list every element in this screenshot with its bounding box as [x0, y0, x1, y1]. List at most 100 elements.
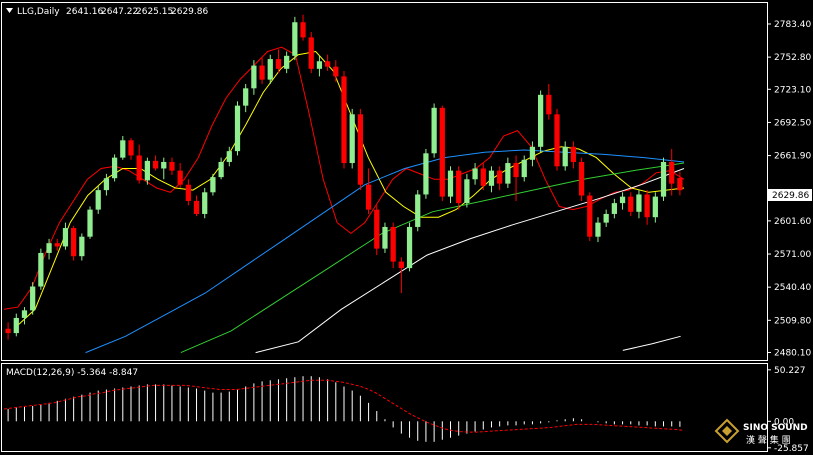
- candle-body: [439, 107, 445, 197]
- candle[interactable]: [570, 141, 577, 169]
- candle[interactable]: [447, 166, 454, 204]
- candle[interactable]: [349, 108, 355, 169]
- candle[interactable]: [439, 105, 445, 201]
- candle[interactable]: [628, 192, 634, 217]
- macd-tick-label: -25.857: [774, 444, 809, 454]
- candle[interactable]: [202, 187, 208, 219]
- candle[interactable]: [13, 313, 19, 337]
- candle-body: [562, 146, 568, 167]
- candle[interactable]: [161, 157, 167, 180]
- candle[interactable]: [497, 166, 503, 191]
- candle[interactable]: [218, 157, 224, 180]
- candle[interactable]: [333, 60, 339, 82]
- candle[interactable]: [611, 198, 617, 219]
- candle[interactable]: [488, 166, 495, 193]
- candle[interactable]: [456, 166, 462, 210]
- candle[interactable]: [505, 157, 511, 188]
- candle[interactable]: [382, 222, 388, 253]
- candle[interactable]: [546, 83, 552, 120]
- candle[interactable]: [357, 108, 364, 191]
- candle[interactable]: [38, 248, 44, 290]
- candle[interactable]: [472, 163, 478, 185]
- candle[interactable]: [54, 238, 60, 251]
- candle[interactable]: [423, 148, 429, 199]
- candle[interactable]: [284, 51, 290, 74]
- candle[interactable]: [275, 49, 282, 74]
- candle[interactable]: [464, 173, 470, 208]
- candle[interactable]: [341, 70, 347, 169]
- candle[interactable]: [243, 83, 249, 113]
- moving-average-line: [85, 149, 685, 354]
- candle[interactable]: [529, 141, 536, 167]
- candle[interactable]: [21, 307, 28, 325]
- candle[interactable]: [538, 90, 544, 153]
- candle[interactable]: [595, 217, 601, 243]
- candle-body: [677, 178, 683, 191]
- candle[interactable]: [415, 190, 421, 232]
- candle[interactable]: [95, 185, 101, 214]
- candle[interactable]: [120, 135, 126, 160]
- candle[interactable]: [513, 155, 519, 201]
- candle[interactable]: [578, 157, 585, 201]
- candle[interactable]: [406, 222, 413, 272]
- candle[interactable]: [136, 144, 142, 184]
- candle[interactable]: [79, 233, 85, 261]
- candle[interactable]: [87, 206, 93, 239]
- candle[interactable]: [5, 322, 11, 340]
- candle[interactable]: [554, 108, 560, 171]
- candle[interactable]: [677, 171, 683, 196]
- candle[interactable]: [234, 101, 241, 156]
- candle-body: [341, 76, 347, 164]
- candle[interactable]: [152, 155, 159, 171]
- candle[interactable]: [365, 168, 372, 214]
- candle[interactable]: [177, 163, 183, 188]
- candle[interactable]: [619, 192, 626, 210]
- dropdown-triangle-icon[interactable]: [6, 8, 13, 13]
- candle-body: [628, 196, 634, 212]
- candle[interactable]: [267, 54, 273, 84]
- candle[interactable]: [128, 138, 134, 160]
- candle[interactable]: [521, 155, 527, 182]
- candle-body: [218, 161, 224, 178]
- price-tick-label: 2752.80: [774, 53, 811, 63]
- candle[interactable]: [193, 195, 200, 217]
- candle[interactable]: [103, 173, 110, 196]
- candle[interactable]: [169, 157, 175, 175]
- candle[interactable]: [308, 31, 314, 74]
- candle[interactable]: [144, 157, 150, 185]
- candle[interactable]: [71, 225, 77, 261]
- candle[interactable]: [652, 192, 658, 223]
- candle[interactable]: [62, 222, 69, 250]
- moving-average-line: [255, 168, 685, 354]
- candle[interactable]: [324, 54, 331, 71]
- candle[interactable]: [226, 146, 232, 167]
- candle-body: [546, 94, 552, 115]
- candle-body: [538, 94, 544, 147]
- candle[interactable]: [374, 205, 380, 256]
- candle-body: [38, 252, 44, 287]
- candle[interactable]: [398, 257, 404, 294]
- candle[interactable]: [30, 282, 36, 315]
- candle[interactable]: [644, 190, 650, 225]
- candle[interactable]: [316, 55, 323, 77]
- candle[interactable]: [210, 173, 216, 196]
- candle[interactable]: [480, 163, 486, 191]
- macd-axis: 50.227 0.00 -25.857: [767, 366, 809, 454]
- candle-body: [652, 196, 658, 218]
- candle[interactable]: [431, 103, 437, 158]
- candle[interactable]: [669, 148, 675, 196]
- candle[interactable]: [185, 179, 191, 206]
- candle[interactable]: [292, 16, 298, 61]
- candle[interactable]: [390, 222, 396, 269]
- candle[interactable]: [46, 238, 52, 260]
- candle[interactable]: [300, 14, 306, 41]
- candle[interactable]: [603, 209, 609, 227]
- candle[interactable]: [111, 154, 118, 182]
- candle[interactable]: [636, 190, 642, 219]
- candle[interactable]: [587, 192, 593, 242]
- candle[interactable]: [660, 157, 667, 201]
- candle[interactable]: [562, 141, 568, 171]
- candle[interactable]: [251, 60, 257, 95]
- candle[interactable]: [259, 57, 265, 84]
